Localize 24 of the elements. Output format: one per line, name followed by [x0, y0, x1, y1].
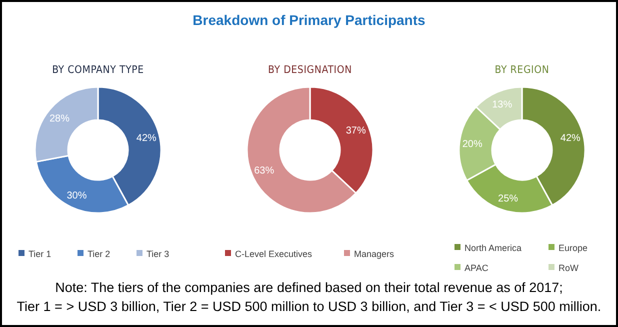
text: Tier 1 = > USD 3 billion, Tier 2 = USD 500 million to USD 3 billion, and Tier 3 = < USD 500 million.: [16, 299, 602, 314]
data-label: 25%: [498, 194, 518, 205]
text: Note: The tiers of the companies are defined based on their total revenue as of 2017;: [55, 280, 563, 295]
chart-subtitle: BY DESIGNATION: [268, 64, 352, 76]
legend-label: APAC: [464, 263, 489, 273]
chart-subtitle: BY REGION: [494, 64, 550, 76]
data-label: 42%: [136, 133, 157, 144]
legend-label: Managers: [354, 249, 395, 259]
data-label: 37%: [346, 126, 366, 137]
legend-label: Tier 3: [146, 249, 170, 259]
legend-label: C-Level Executives: [235, 249, 313, 259]
legend-label: North America: [464, 243, 522, 253]
data-label: 28%: [49, 114, 70, 125]
data-label: 42%: [560, 133, 581, 144]
legend-label: RoW: [558, 263, 580, 273]
chart-title: Breakdown of Primary Participants: [192, 12, 426, 28]
legend-label: Tier 1: [28, 249, 52, 259]
chart-subtitle: BY COMPANY TYPE: [52, 64, 144, 76]
legend-label: Europe: [558, 243, 588, 253]
legend-label: Tier 2: [88, 249, 110, 259]
data-label: 20%: [462, 139, 483, 150]
data-label: 63%: [254, 165, 274, 176]
data-label: 13%: [492, 100, 512, 111]
data-label: 30%: [66, 190, 87, 202]
